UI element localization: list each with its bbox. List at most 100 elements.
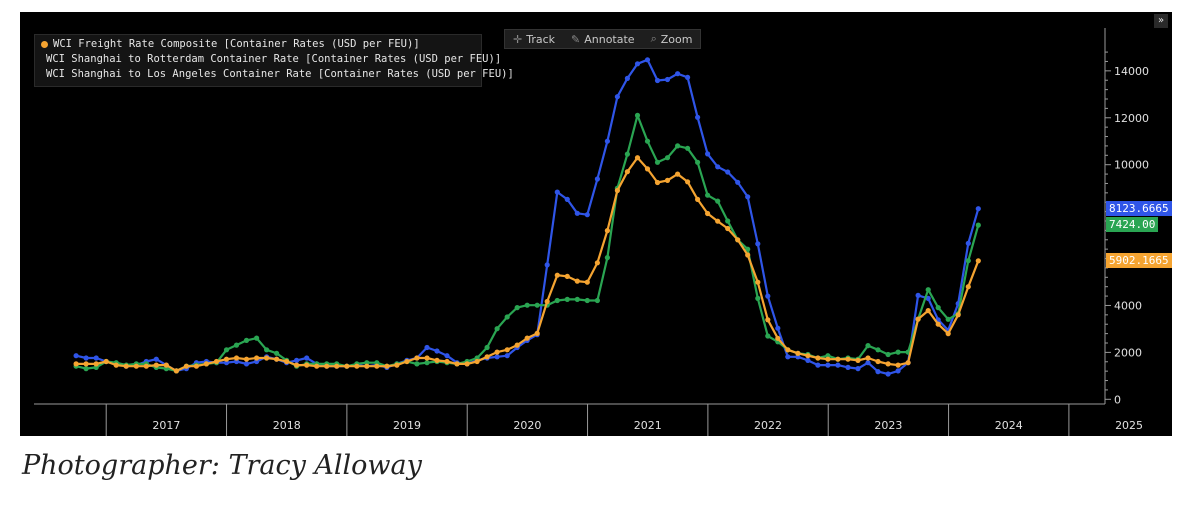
legend-label-composite: WCI Freight Rate Composite [Container Ra… [53,38,420,50]
data-point [334,363,340,369]
data-point [424,344,430,351]
data-point [835,356,841,362]
data-point [675,143,681,149]
data-point [604,228,611,234]
crosshair-icon: ✛ [513,32,523,46]
data-point [745,252,751,258]
data-point [765,293,771,299]
data-point [695,196,701,202]
data-point [564,196,570,202]
data-point [675,171,681,177]
data-point [875,347,881,353]
data-point [394,362,400,368]
data-point [83,355,89,361]
data-point [735,237,741,243]
expand-button[interactable]: » [1154,14,1168,28]
data-point [93,355,99,361]
data-point [233,342,240,348]
data-point [614,94,621,100]
x-tick-label: 2023 [874,419,902,432]
data-point [735,179,741,185]
data-point [304,355,310,361]
data-point [584,279,590,285]
data-point [414,361,420,367]
data-point [835,362,841,368]
data-point [584,297,590,304]
data-point [133,363,139,369]
data-point [464,361,470,367]
series-line-rotterdam [75,58,980,376]
legend-item-composite[interactable]: WCI Freight Rate Composite [Container Ra… [41,37,475,52]
data-point [664,155,671,161]
data-point [725,169,731,175]
data-point [825,362,831,368]
x-tick-label: 2022 [754,419,782,432]
data-point [594,176,601,182]
line-chart: 0200040006000800010000120001400020172018… [34,28,1149,436]
data-point [153,362,159,368]
data-point [574,278,580,284]
data-point [745,246,751,252]
data-point [855,357,861,363]
annotate-button[interactable]: ✎ Annotate [563,30,643,48]
data-point [845,356,851,362]
data-point [284,358,290,365]
data-point [304,362,310,368]
y-tick-label: 0 [1114,393,1121,406]
data-point [935,305,941,311]
data-point [715,164,721,170]
data-point [254,355,260,361]
data-point [875,369,881,375]
data-point [344,363,350,369]
data-point [243,356,250,362]
data-point [274,356,280,362]
data-point [123,363,129,369]
legend-label-los-angeles: WCI Shanghai to Los Angeles Container Ra… [46,68,514,80]
data-point [314,363,320,369]
legend-item-los-angeles[interactable]: WCI Shanghai to Los Angeles Container Ra… [41,67,514,82]
data-point [644,57,651,63]
data-point [183,363,189,369]
data-point [534,302,540,308]
data-point [675,71,681,77]
data-point [845,364,851,370]
data-point [544,262,550,268]
data-point [825,356,831,362]
chart-toolbar: ✛ Track ✎ Annotate ⌕ Zoom [504,29,702,49]
data-point [294,357,300,363]
data-point [685,145,691,151]
data-point [444,358,450,365]
data-point [524,335,530,341]
data-point [594,260,601,266]
data-point [965,240,971,246]
data-point [223,356,230,362]
data-point [294,362,300,368]
zoom-button[interactable]: ⌕ Zoom [643,30,701,48]
data-point [715,198,721,204]
data-point [765,317,771,323]
data-point [915,292,921,298]
data-point [975,222,981,228]
data-point [815,362,821,368]
data-point [875,358,881,365]
data-point [223,347,230,353]
x-tick-label: 2025 [1115,419,1143,432]
data-point [644,166,651,172]
x-tick-label: 2021 [634,419,662,432]
data-point [765,333,771,339]
data-point [785,354,791,360]
data-point [695,159,701,165]
data-point [574,296,580,302]
last-value-badge-composite: 5902.1665 [1106,253,1172,268]
data-point [975,206,981,212]
data-point [815,355,821,361]
track-button[interactable]: ✛ Track [505,30,563,48]
x-tick-label: 2024 [995,419,1023,432]
data-point [664,177,671,183]
data-point [163,362,169,368]
x-tick-label: 2018 [273,419,301,432]
legend-item-rotterdam[interactable]: WCI Shanghai to Rotterdam Container Rate… [41,52,501,67]
data-point [544,298,550,305]
data-point [945,316,951,322]
data-point [233,355,240,361]
